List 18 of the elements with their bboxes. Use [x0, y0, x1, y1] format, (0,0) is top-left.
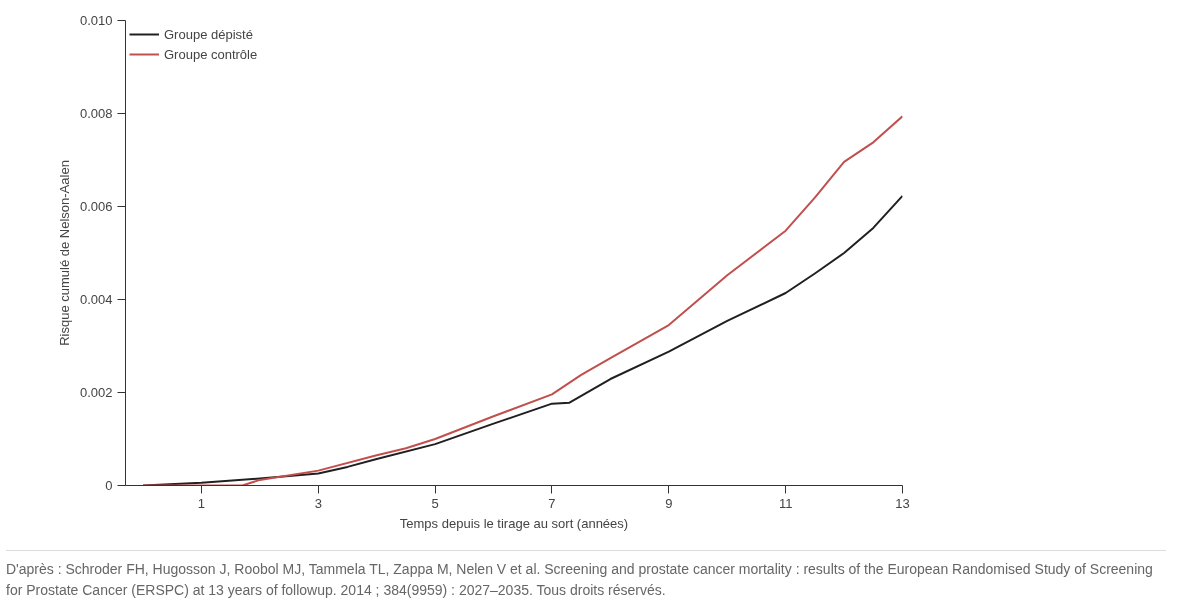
x-tick-label: 9: [665, 495, 673, 511]
legend-label: Groupe contrôle: [164, 46, 258, 62]
legend-label: Groupe dépisté: [164, 26, 253, 42]
y-tick-label: 0.006: [79, 199, 113, 214]
y-tick-label: 0.004: [79, 292, 113, 307]
y-tick-label: 0: [105, 478, 113, 493]
x-tick-label: 11: [778, 495, 793, 511]
x-tick-label: 1: [197, 495, 206, 511]
y-tick-label: 0.008: [79, 106, 113, 121]
x-tick-label: 3: [314, 495, 322, 511]
text: D'après : Schroder FH, Hugosson J, Roobol MJ, Tammela TL, Zappa M, Nelen V et al. Screening and prostate cancer mortality : results of the European Randomised Study of Screening for Prostate Cancer (ERSPC) at 13 years of followup. 2014 ; 384(9959) : 2027–2035. Tous droits réservés.: [6, 560, 1154, 600]
x-tick-label: 13: [895, 495, 910, 511]
x-tick-label: 7: [548, 495, 556, 511]
x-axis-title: Temps depuis le tirage au sort (années): [399, 515, 629, 531]
y-tick-label: 0.010: [79, 13, 113, 28]
y-axis-title: Risque cumulé de Nelson-Aalen: [56, 160, 72, 346]
x-tick-label: 5: [431, 495, 439, 511]
y-tick-label: 0.002: [79, 385, 113, 400]
